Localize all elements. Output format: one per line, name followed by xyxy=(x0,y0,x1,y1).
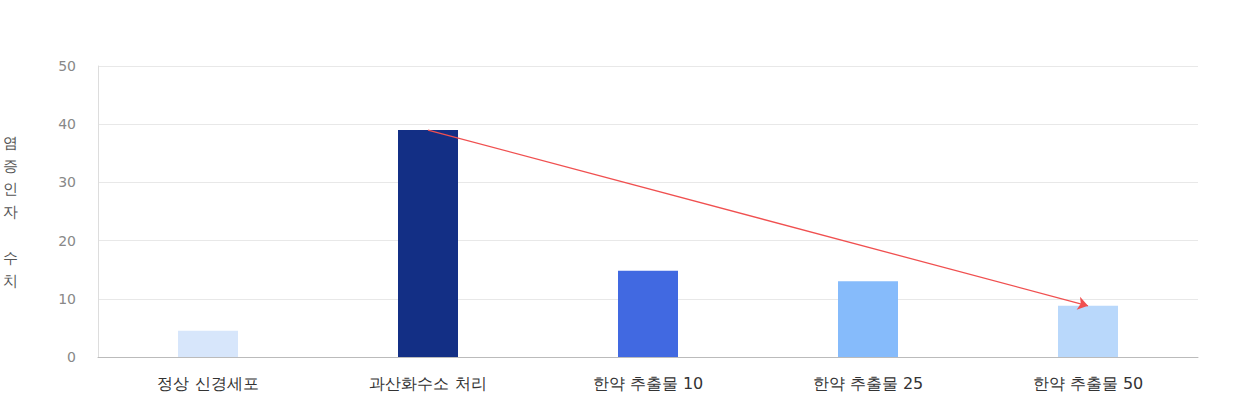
svg-text:한약 추출물 50: 한약 추출물 50 xyxy=(1033,374,1144,393)
svg-text:20: 20 xyxy=(58,233,76,249)
svg-text:정상 신경세포: 정상 신경세포 xyxy=(157,374,258,393)
svg-text:한약 추출물 25: 한약 추출물 25 xyxy=(813,374,924,393)
svg-text:0: 0 xyxy=(67,349,76,365)
svg-text:자: 자 xyxy=(3,203,18,221)
svg-text:치: 치 xyxy=(3,272,18,290)
svg-text:염: 염 xyxy=(3,134,18,152)
svg-text:10: 10 xyxy=(58,291,76,307)
svg-text:과산화수소 처리: 과산화수소 처리 xyxy=(369,374,486,393)
svg-text:수: 수 xyxy=(3,249,18,267)
svg-text:30: 30 xyxy=(58,174,76,190)
svg-text:증: 증 xyxy=(3,157,18,175)
svg-text:50: 50 xyxy=(58,58,76,74)
svg-text:인: 인 xyxy=(3,180,18,198)
svg-text:40: 40 xyxy=(58,116,76,132)
svg-text:한약 추출물 10: 한약 추출물 10 xyxy=(593,374,704,393)
